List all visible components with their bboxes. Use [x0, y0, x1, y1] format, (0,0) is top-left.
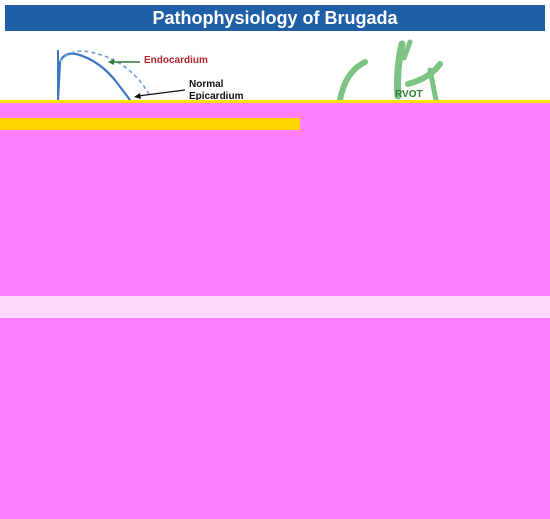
noise-band [0, 118, 300, 130]
noise-band [0, 100, 550, 103]
normal-label-line1: Normal [189, 79, 243, 91]
epicardium-arrow [138, 90, 185, 96]
heart-tail [430, 70, 436, 100]
rvot-label: RVOT [395, 89, 423, 100]
endocardium-curve [60, 51, 150, 96]
heart-outline-right [408, 64, 440, 84]
corrupted-region [0, 100, 550, 519]
endocardium-label: Endocardium [144, 55, 208, 66]
page-title: Pathophysiology of Brugada [5, 5, 545, 31]
action-potential-diagram [0, 34, 550, 104]
epicardium-arrowhead [134, 93, 141, 99]
heart-outline-left [340, 62, 365, 100]
noise-band [0, 296, 550, 318]
endocardium-arrowhead [108, 59, 114, 65]
epicardium-curve [58, 54, 130, 100]
